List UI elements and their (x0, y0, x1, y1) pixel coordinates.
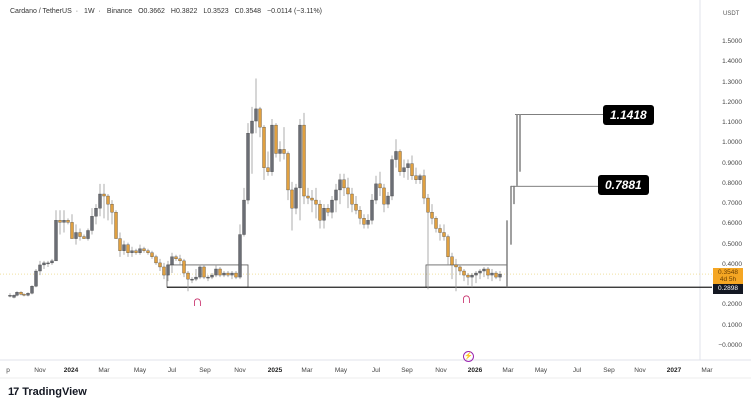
price-axis-label: 0.1000 (722, 321, 742, 329)
price-axis-label: 0.8000 (722, 179, 742, 187)
time-axis-label: Jul (167, 367, 177, 374)
price-axis-label: 0.6000 (722, 220, 742, 228)
tradingview-logo[interactable]: 17 TradingView (8, 386, 87, 398)
price-axis-label: 1.2000 (722, 98, 742, 106)
price-axis-label: 0.5000 (722, 240, 742, 248)
interval[interactable]: 1W (84, 8, 95, 15)
time-axis-label: Nov (34, 367, 46, 374)
time-axis-label: Mar (301, 367, 313, 374)
tradingview-logo-mark: 17 (8, 386, 19, 398)
target-label-2[interactable]: 0.7881 (598, 175, 649, 195)
time-axis-label: Sep (401, 367, 413, 374)
time-axis-label: May (534, 367, 548, 374)
time-axis-label: Mar (502, 367, 514, 374)
ohlc-high: H0.3822 (170, 8, 198, 15)
candle-countdown: 4d 5h (719, 276, 737, 283)
time-axis-label: Jul (371, 367, 381, 374)
time-axis-label: Mar (701, 367, 713, 374)
time-axis-label: Nov (234, 367, 246, 374)
price-axis-label: 0.4000 (722, 260, 742, 268)
time-axis-label: Sep (603, 367, 615, 374)
support-price-tag: 0.2898 (713, 284, 743, 294)
price-axis-label: 0.7000 (722, 200, 742, 208)
ohlc-low: L0.3523 (203, 8, 229, 15)
target-label-1[interactable]: 1.1418 (603, 105, 654, 125)
price-axis-label: 1.1000 (722, 119, 742, 127)
time-axis-label: 2026 (467, 367, 483, 374)
price-axis-label: 0.2000 (722, 301, 742, 309)
price-axis-label: −0.0000 (718, 342, 742, 349)
time-axis-label: Nov (634, 367, 646, 374)
ohlc-close: C0.3548 (234, 8, 262, 15)
lightning-icon[interactable]: ⚡ (463, 351, 474, 362)
tradingview-logo-text: TradingView (22, 386, 87, 398)
magnet-icon: ∩ (192, 293, 203, 310)
time-axis-label: May (334, 367, 348, 374)
time-axis-label: Jul (572, 367, 582, 374)
price-axis-label: 1.4000 (722, 58, 742, 66)
price-axis-label: 1.3000 (722, 78, 742, 86)
ohlc-open: O0.3662 (138, 8, 165, 15)
current-price: 0.3548 (718, 269, 738, 276)
price-change: −0.0114 (−3.11%) (267, 8, 323, 15)
time-axis-label: 2025 (267, 367, 283, 374)
magnet-icon: ∩ (461, 290, 472, 307)
symbol-name[interactable]: Cardano / TetherUS (10, 8, 72, 15)
symbol-header: Cardano / TetherUS · 1W · Binance O0.3662 … (10, 8, 323, 15)
current-price-tag: 0.3548 4d 5h (713, 268, 743, 284)
time-axis-label: Mar (98, 367, 110, 374)
time-axis-label: Nov (435, 367, 447, 374)
time-axis-label: Sep (199, 367, 211, 374)
price-axis-label: 0.9000 (722, 159, 742, 167)
time-axis-label: 2027 (666, 367, 682, 374)
axis-unit[interactable]: USDT (723, 11, 740, 17)
time-axis-label: May (133, 367, 147, 374)
price-axis-label: 1.0000 (722, 139, 742, 147)
time-axis-label: p (6, 367, 10, 374)
time-axis-label: 2024 (63, 367, 79, 374)
exchange: Binance (106, 8, 133, 15)
price-axis-label: 1.5000 (722, 38, 742, 45)
